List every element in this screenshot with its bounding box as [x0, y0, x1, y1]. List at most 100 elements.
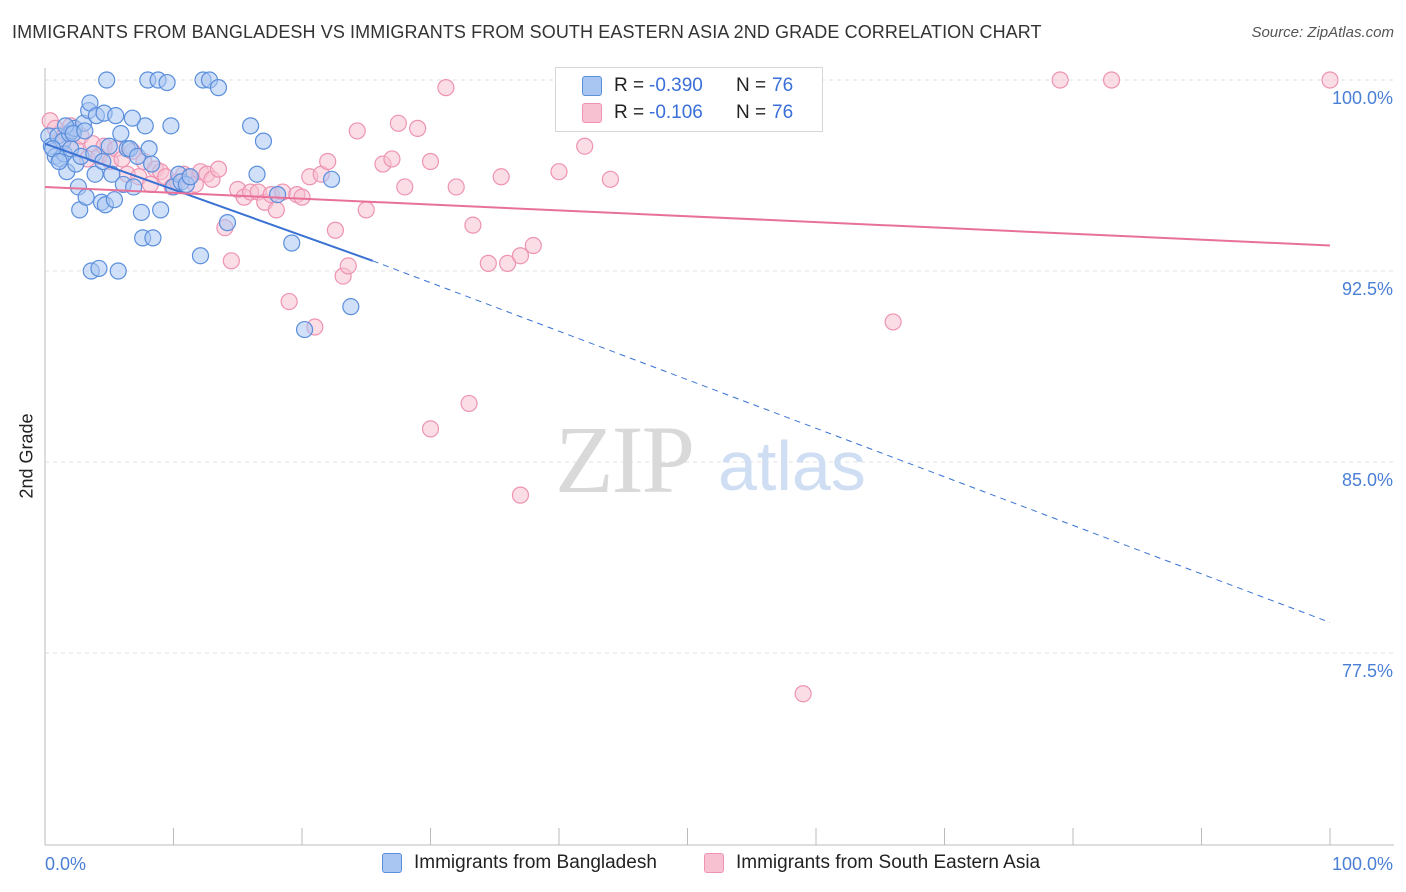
point-se-asia — [348, 122, 366, 140]
chart-title: IMMIGRANTS FROM BANGLADESH VS IMMIGRANTS… — [12, 22, 1042, 42]
legend-label-bangladesh: Immigrants from Bangladesh — [414, 852, 657, 873]
point-se-asia — [357, 201, 375, 219]
point-bangladesh — [209, 79, 228, 97]
point-bangladesh — [103, 165, 121, 183]
point-se-asia — [437, 79, 455, 97]
point-bangladesh — [77, 188, 95, 206]
point-se-asia — [209, 160, 228, 178]
legend-r-value: -0.390 — [649, 75, 703, 96]
point-bangladesh — [342, 298, 360, 316]
point-se-asia — [884, 313, 902, 331]
legend-r-label: R = — [614, 75, 645, 96]
correlation-legend: R = -0.390 N = 76 R = -0.106 N = 76 — [555, 67, 823, 132]
point-bangladesh — [90, 259, 108, 278]
trend-lines — [44, 142, 1331, 623]
point-se-asia — [396, 178, 414, 196]
point-se-asia — [339, 257, 357, 275]
point-se-asia — [464, 216, 482, 234]
point-bangladesh — [136, 117, 154, 135]
legend-swatch-blue — [582, 76, 602, 96]
source-label: Source: ZipAtlas.com — [1251, 24, 1394, 41]
point-se-asia — [550, 163, 568, 181]
point-se-asia — [389, 114, 407, 132]
point-bangladesh — [218, 214, 237, 232]
tick-labels: 100.0% 92.5% 85.0% 77.5% 0.0% 100.0% — [45, 88, 1393, 874]
point-bangladesh — [158, 73, 176, 92]
point-bangladesh — [112, 124, 130, 143]
point-bangladesh — [143, 155, 161, 173]
point-bangladesh — [162, 117, 180, 135]
point-se-asia — [319, 152, 337, 171]
legend-swatch-blue — [382, 853, 402, 873]
point-se-asia — [1321, 71, 1339, 89]
point-bangladesh — [144, 229, 162, 247]
legend-swatch-pink — [582, 103, 602, 123]
point-bangladesh — [105, 191, 123, 209]
point-se-asia — [794, 685, 812, 703]
point-se-asia — [421, 152, 440, 171]
point-se-asia — [447, 178, 465, 196]
point-se-asia — [511, 486, 530, 504]
point-bangladesh — [242, 117, 260, 135]
point-se-asia — [1102, 71, 1121, 89]
point-se-asia — [511, 247, 530, 265]
point-se-asia — [421, 420, 440, 438]
point-bangladesh — [152, 201, 170, 219]
point-se-asia — [280, 292, 298, 311]
point-se-asia — [383, 150, 401, 168]
point-bangladesh — [254, 132, 273, 150]
point-se-asia — [492, 168, 510, 186]
point-se-asia — [326, 221, 345, 239]
point-bangladesh — [248, 165, 266, 183]
point-se-asia — [1051, 71, 1069, 89]
y-axis-label: 2nd Grade — [16, 413, 37, 499]
point-bangladesh — [191, 247, 210, 265]
point-bangladesh — [140, 140, 158, 158]
point-se-asia — [524, 236, 542, 255]
point-bangladesh — [100, 137, 118, 155]
point-bangladesh — [181, 168, 199, 186]
point-bangladesh — [125, 178, 143, 196]
point-bangladesh — [295, 320, 314, 339]
axes — [44, 68, 1394, 846]
point-se-asia — [479, 254, 497, 272]
trendline-bangladesh-solid — [44, 142, 374, 262]
watermark-atlas: atlas — [718, 427, 866, 505]
point-se-asia — [499, 254, 517, 272]
point-se-asia — [293, 188, 311, 206]
x-tick-label: 0.0% — [45, 854, 86, 874]
legend-r-value: -0.106 — [649, 102, 703, 123]
point-bangladesh — [76, 122, 94, 140]
point-bangladesh — [283, 234, 301, 252]
point-bangladesh — [322, 170, 341, 188]
point-bangladesh — [50, 152, 68, 171]
legend-swatch-pink — [704, 853, 724, 873]
legend-r-label: R = — [614, 102, 645, 123]
legend-label-se-asia: Immigrants from South Eastern Asia — [736, 852, 1041, 873]
point-bangladesh — [86, 165, 104, 183]
point-se-asia — [576, 137, 594, 155]
point-se-asia — [601, 170, 620, 188]
watermark-zip: ZIP — [555, 406, 693, 513]
point-bangladesh — [107, 107, 125, 125]
legend-n-value: 76 — [772, 102, 794, 123]
legend-n-label: N = — [736, 102, 767, 123]
point-bangladesh — [123, 109, 141, 127]
y-tick-label: 85.0% — [1342, 470, 1393, 490]
legend-n-label: N = — [736, 75, 767, 96]
trendline-bangladesh-dashed — [372, 260, 1331, 623]
point-bangladesh — [268, 186, 287, 204]
data-points — [40, 71, 1339, 703]
y-tick-label: 92.5% — [1342, 279, 1393, 299]
y-tick-label: 77.5% — [1342, 661, 1393, 681]
point-se-asia — [222, 252, 240, 270]
point-bangladesh — [132, 203, 150, 222]
legend-n-value: 76 — [772, 75, 794, 96]
point-bangladesh — [109, 262, 127, 280]
point-se-asia — [267, 201, 285, 219]
y-tick-label: 100.0% — [1332, 88, 1393, 108]
point-se-asia — [409, 119, 427, 137]
point-se-asia — [460, 394, 478, 413]
trendline-se-asia — [44, 185, 1331, 247]
